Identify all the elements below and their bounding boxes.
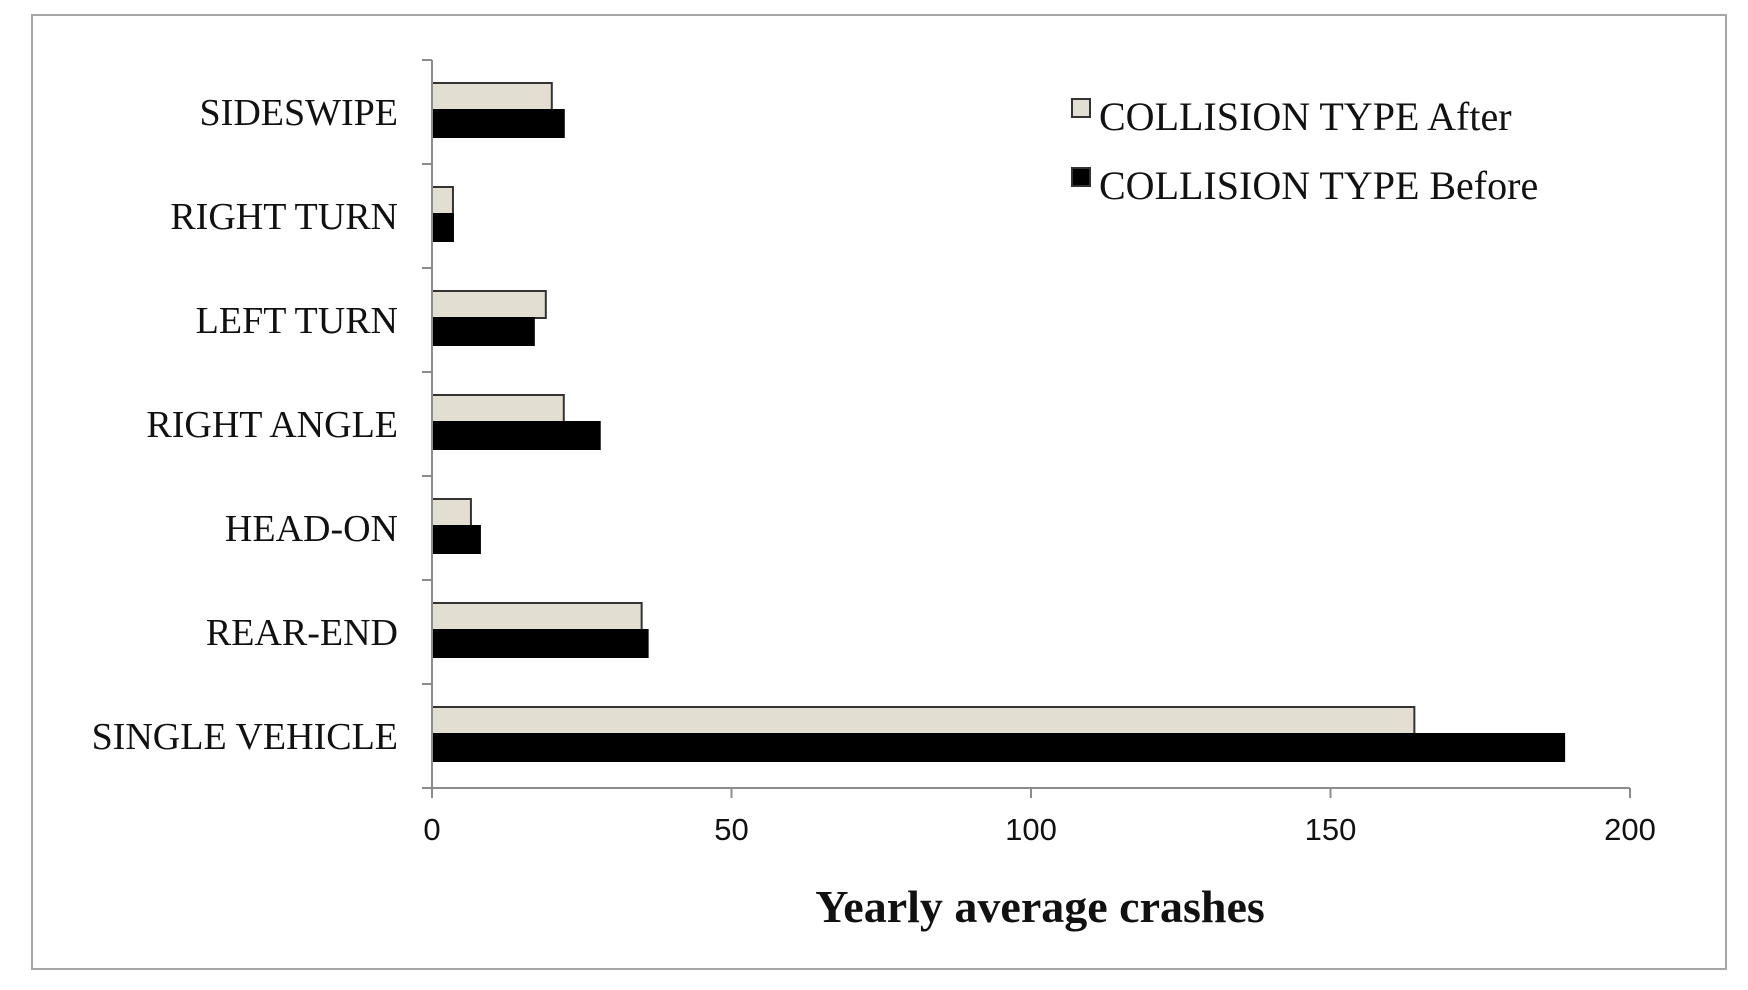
legend-label-after: COLLISION TYPE After xyxy=(1099,94,1512,139)
chart-frame xyxy=(31,14,1727,970)
axes-layer xyxy=(422,59,1631,798)
bar-after-right-turn xyxy=(431,186,454,215)
bar-before-left-turn xyxy=(431,317,535,346)
category-label: RIGHT TURN xyxy=(170,196,398,238)
x-tick-label: 200 xyxy=(1604,812,1656,847)
legend-swatch-before xyxy=(1071,167,1091,187)
bar-after-right-angle xyxy=(431,394,565,423)
bar-after-rear-end xyxy=(431,602,643,631)
category-label: SINGLE VEHICLE xyxy=(92,716,398,758)
bar-before-rear-end xyxy=(431,629,649,658)
bar-before-right-turn xyxy=(431,213,454,242)
legend-label-before: COLLISION TYPE Before xyxy=(1099,163,1538,208)
x-tick-label: 50 xyxy=(714,812,748,847)
legend: COLLISION TYPE After COLLISION TYPE Befor… xyxy=(1071,94,1538,208)
bar-after-sideswipe xyxy=(431,82,553,111)
category-label: SIDESWIPE xyxy=(200,92,398,134)
legend-swatch-after xyxy=(1071,98,1091,118)
bar-before-single-vehicle xyxy=(431,733,1566,762)
labels-layer: SINGLE VEHICLE REAR-END HEAD-ON RIGHT ANGLE… xyxy=(92,92,1656,847)
bar-before-head-on xyxy=(431,525,481,554)
bar-before-sideswipe xyxy=(431,109,565,138)
bar-after-left-turn xyxy=(431,290,547,319)
bar-after-head-on xyxy=(431,498,472,527)
category-label: HEAD-ON xyxy=(225,508,398,550)
x-tick-label: 100 xyxy=(1005,812,1057,847)
category-label: RIGHT ANGLE xyxy=(146,404,398,446)
x-axis-title: Yearly average crashes xyxy=(815,881,1265,932)
category-label: LEFT TURN xyxy=(196,300,398,342)
bar-after-single-vehicle xyxy=(431,706,1416,735)
x-tick-label: 0 xyxy=(423,812,440,847)
x-tick-label: 150 xyxy=(1305,812,1357,847)
bar-before-right-angle xyxy=(431,421,601,450)
bars-layer xyxy=(431,82,1566,762)
category-label: REAR-END xyxy=(206,612,398,654)
